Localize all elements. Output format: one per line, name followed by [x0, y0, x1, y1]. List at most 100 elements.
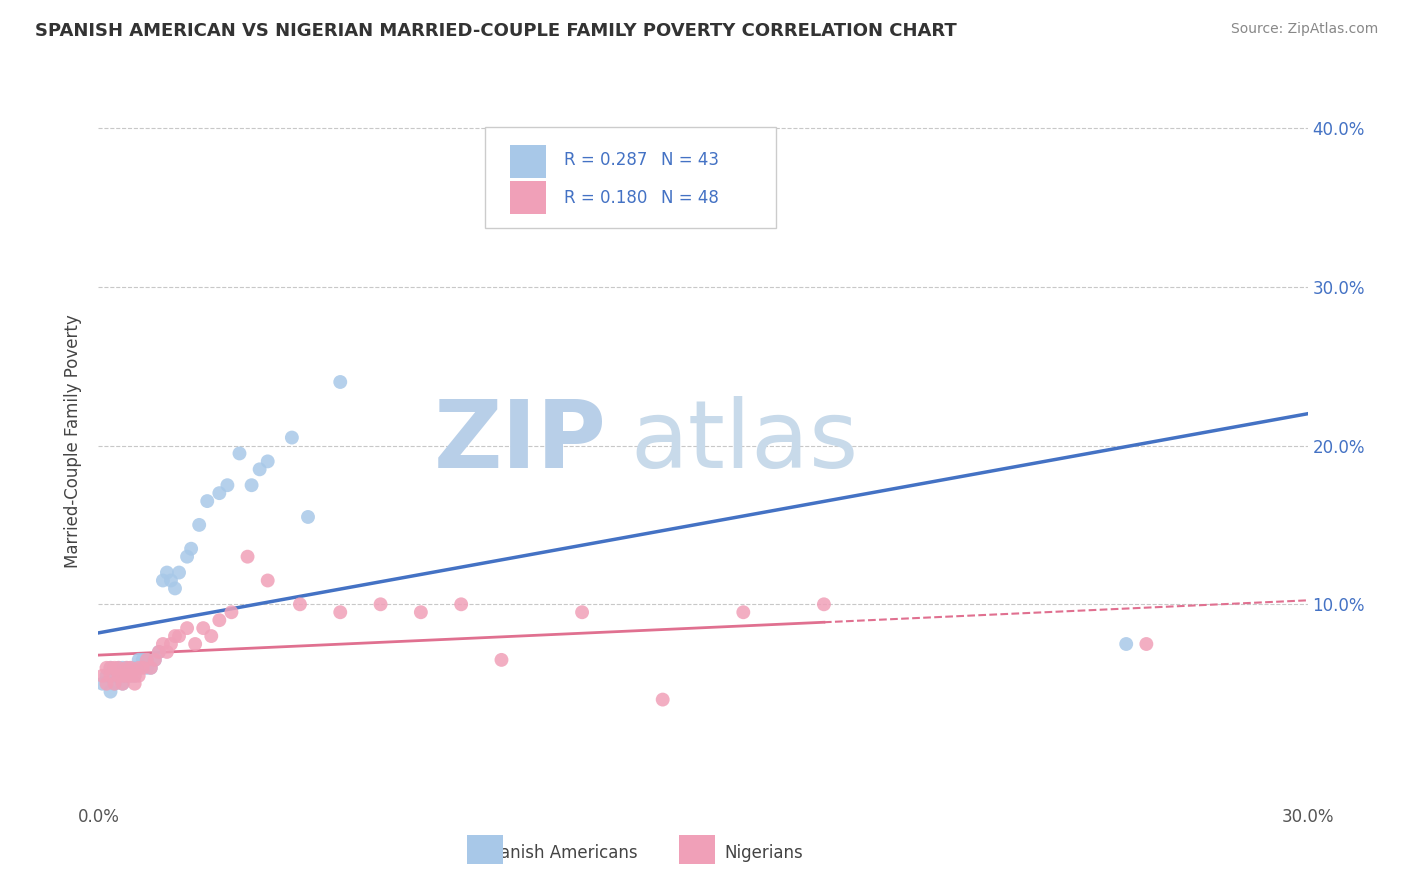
Point: [228, 446, 250, 460]
Text: atlas: atlas: [630, 395, 859, 488]
Point: [156, 566, 179, 580]
Point: [281, 431, 304, 445]
Point: [160, 637, 183, 651]
FancyBboxPatch shape: [467, 835, 503, 864]
Point: [195, 494, 218, 508]
Point: [221, 605, 243, 619]
Point: [200, 629, 222, 643]
Point: [152, 574, 174, 588]
Point: [135, 653, 157, 667]
Text: ZIP: ZIP: [433, 395, 606, 488]
Point: [91, 676, 114, 690]
Point: [115, 661, 138, 675]
Point: [148, 645, 170, 659]
Point: [370, 597, 392, 611]
Point: [249, 462, 271, 476]
Point: [188, 517, 211, 532]
Point: [96, 669, 118, 683]
Point: [111, 676, 134, 690]
Point: [152, 637, 174, 651]
Point: [128, 661, 150, 675]
Point: [100, 684, 122, 698]
Point: [148, 645, 170, 659]
Text: R = 0.180: R = 0.180: [564, 189, 647, 207]
Text: SPANISH AMERICAN VS NIGERIAN MARRIED-COUPLE FAMILY POVERTY CORRELATION CHART: SPANISH AMERICAN VS NIGERIAN MARRIED-COU…: [35, 22, 957, 40]
Point: [329, 375, 352, 389]
Point: [256, 454, 278, 468]
Point: [124, 661, 146, 675]
Point: [120, 661, 142, 675]
Point: [103, 676, 125, 690]
Point: [163, 582, 186, 596]
Point: [143, 653, 166, 667]
Point: [184, 637, 207, 651]
Point: [176, 621, 198, 635]
Point: [733, 605, 755, 619]
Point: [107, 669, 129, 683]
Point: [813, 597, 835, 611]
Point: [107, 661, 129, 675]
Point: [1115, 637, 1137, 651]
Point: [115, 669, 138, 683]
Point: [128, 669, 150, 683]
Point: [124, 676, 146, 690]
Point: [491, 653, 513, 667]
Point: [96, 661, 118, 675]
Point: [115, 661, 138, 675]
Point: [409, 605, 432, 619]
Text: Nigerians: Nigerians: [724, 845, 803, 863]
Point: [120, 669, 142, 683]
Point: [288, 597, 311, 611]
Point: [128, 653, 150, 667]
Point: [139, 661, 162, 675]
Point: [160, 574, 183, 588]
Point: [96, 676, 118, 690]
Point: [208, 486, 231, 500]
Text: Source: ZipAtlas.com: Source: ZipAtlas.com: [1230, 22, 1378, 37]
FancyBboxPatch shape: [509, 145, 546, 178]
Point: [124, 669, 146, 683]
Point: [103, 676, 125, 690]
Point: [163, 629, 186, 643]
Text: R = 0.287: R = 0.287: [564, 151, 647, 169]
Point: [240, 478, 263, 492]
FancyBboxPatch shape: [679, 835, 716, 864]
Point: [128, 661, 150, 675]
Point: [100, 661, 122, 675]
Point: [297, 510, 319, 524]
Point: [115, 669, 138, 683]
Point: [143, 653, 166, 667]
Point: [111, 669, 134, 683]
Point: [103, 661, 125, 675]
Point: [167, 629, 190, 643]
Point: [120, 661, 142, 675]
Point: [256, 574, 278, 588]
Point: [571, 605, 593, 619]
Point: [107, 661, 129, 675]
Point: [139, 661, 162, 675]
Point: [111, 661, 134, 675]
FancyBboxPatch shape: [509, 181, 546, 214]
Point: [124, 669, 146, 683]
Point: [100, 669, 122, 683]
Point: [193, 621, 215, 635]
Point: [651, 692, 673, 706]
Text: N = 43: N = 43: [661, 151, 718, 169]
Point: [1135, 637, 1157, 651]
Point: [156, 645, 179, 659]
Point: [208, 613, 231, 627]
Point: [91, 669, 114, 683]
FancyBboxPatch shape: [485, 128, 776, 228]
Point: [180, 541, 202, 556]
Point: [176, 549, 198, 564]
Point: [450, 597, 472, 611]
Point: [217, 478, 239, 492]
Point: [120, 669, 142, 683]
Point: [135, 653, 157, 667]
Point: [107, 669, 129, 683]
Point: [103, 669, 125, 683]
Text: N = 48: N = 48: [661, 189, 718, 207]
Point: [100, 661, 122, 675]
Point: [132, 653, 155, 667]
Point: [111, 676, 134, 690]
